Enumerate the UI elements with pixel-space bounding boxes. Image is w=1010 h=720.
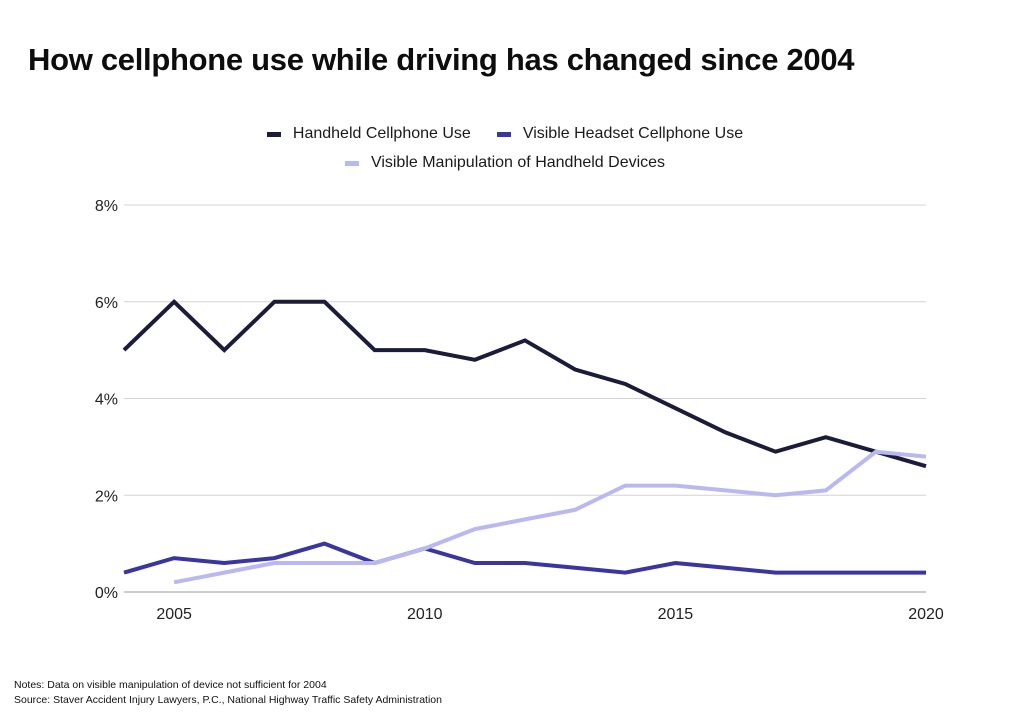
legend-item-manipulation: Visible Manipulation of Handheld Devices [344,154,666,172]
x-tick-label: 2015 [658,606,694,623]
footnotes: Notes: Data on visible manipulation of d… [14,678,442,708]
legend-label-manipulation: Visible Manipulation of Handheld Devices [370,154,666,171]
legend-label-handheld: Handheld Cellphone Use [292,125,471,142]
x-tick-label: 2005 [156,606,192,623]
y-tick-label: 2% [95,488,118,505]
legend-swatch-manipulation [344,160,359,166]
legend-row-2: Visible Manipulation of Handheld Devices [0,154,1010,172]
x-tick-label: 2020 [908,606,944,623]
series-line-headset [123,541,926,575]
legend-row-1: Handheld Cellphone Use Visible Headset C… [0,125,1010,143]
source-line: Source: Staver Accident Injury Lawyers, … [14,694,442,706]
chart-title: How cellphone use while driving has chan… [28,42,855,77]
y-tick-label: 6% [95,295,118,312]
notes-line: Notes: Data on visible manipulation of d… [14,679,327,691]
legend-swatch-headset [496,131,511,137]
y-tick-label: 0% [95,585,118,602]
legend-item-headset: Visible Headset Cellphone Use [496,125,744,143]
legend-swatch-handheld [266,131,281,137]
x-tick-label: 2010 [407,606,443,623]
legend-item-handheld: Handheld Cellphone Use [266,125,471,143]
legend-label-headset: Visible Headset Cellphone Use [522,125,744,142]
series-line-handheld [122,299,927,469]
y-tick-label: 4% [95,392,118,409]
series-line-manipulation [173,449,927,585]
y-tick-label: 8% [95,198,118,215]
